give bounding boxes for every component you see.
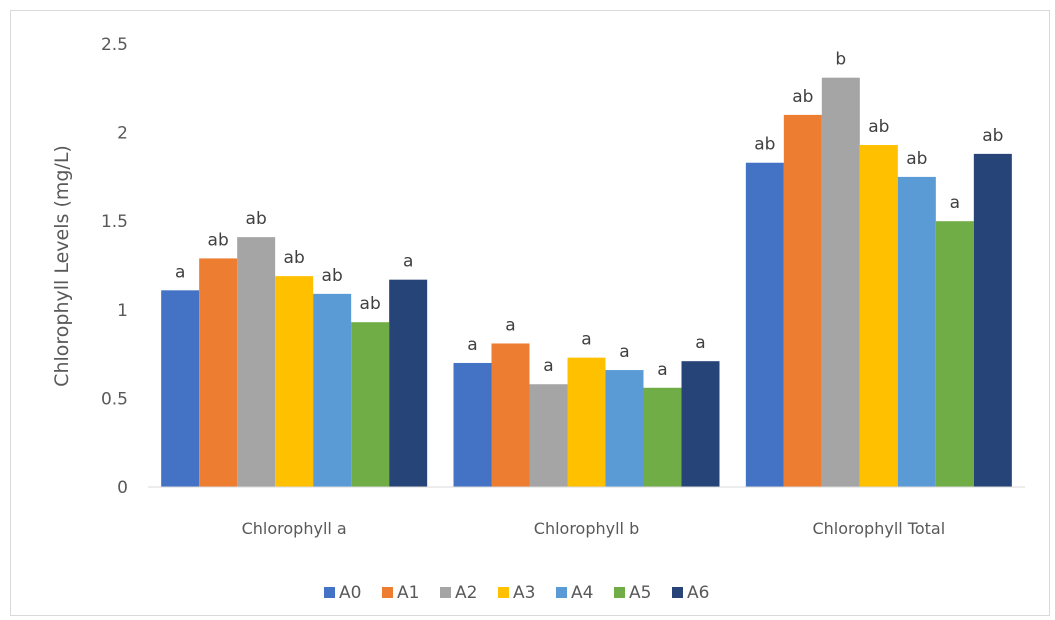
legend-swatch-a4: [556, 587, 567, 598]
legend-swatch-a5: [614, 587, 625, 598]
legend-swatch-a2: [440, 587, 451, 598]
data-label: a: [950, 193, 960, 213]
legend-swatch-a0: [324, 587, 335, 598]
x-axis-ticks: Chlorophyll a Chlorophyll b Chlorophyll To…: [242, 519, 946, 538]
bar-a4-1: [313, 293, 352, 487]
bar-a0-1: [161, 290, 200, 487]
data-label: a: [403, 252, 413, 272]
legend-label: A4: [571, 583, 593, 603]
bar-a1-2: [491, 343, 530, 487]
data-label: a: [657, 360, 667, 380]
data-label: ab: [322, 266, 343, 286]
data-label: a: [175, 262, 185, 282]
x-tick-label: Chlorophyll a: [242, 519, 347, 538]
y-tick-label: 2: [117, 124, 128, 144]
bar-a2-3: [821, 77, 860, 487]
data-label: ab: [284, 248, 305, 268]
data-label: a: [695, 333, 705, 353]
legend-swatch-a1: [382, 587, 393, 598]
y-axis-label: Chlorophyll Levels (mg/L): [51, 145, 73, 387]
bar-a4-3: [897, 176, 936, 487]
bar-a0-2: [453, 362, 492, 487]
bar-a2-2: [529, 384, 568, 487]
bar-a1-1: [199, 258, 238, 487]
data-label: ab: [982, 126, 1003, 146]
bar-a1-3: [783, 114, 822, 487]
data-label: a: [543, 356, 553, 376]
bar-a6-2: [681, 361, 720, 487]
bar-a3-2: [567, 357, 606, 487]
legend-label: A5: [629, 583, 651, 603]
bar-a6-1: [389, 279, 428, 487]
x-tick-label: Chlorophyll b: [534, 519, 639, 538]
bar-a5-2: [643, 387, 682, 487]
data-label: ab: [792, 87, 813, 107]
legend-label: A1: [397, 583, 419, 603]
y-tick-label: 2.5: [101, 35, 128, 55]
y-tick-label: 0: [117, 478, 128, 498]
legend-label: A2: [455, 583, 477, 603]
bar-a3-3: [859, 145, 898, 487]
legend: A0 A1 A2 A3 A4 A5 A6: [324, 583, 709, 603]
bar-a6-3: [973, 153, 1012, 487]
legend-label: A3: [513, 583, 535, 603]
bars: [161, 77, 1012, 487]
data-label: ab: [208, 230, 229, 250]
data-label: a: [619, 342, 629, 362]
data-label: ab: [360, 294, 381, 314]
data-label: a: [505, 315, 515, 335]
data-label: ab: [246, 209, 267, 229]
x-tick-label: Chlorophyll Total: [812, 519, 945, 538]
legend-label: A6: [687, 583, 709, 603]
data-label: ab: [754, 135, 775, 155]
y-tick-label: 1.5: [101, 212, 128, 232]
data-label: a: [581, 330, 591, 350]
data-label: b: [835, 50, 846, 70]
y-axis-ticks: 0 0.5 1 1.5 2 2.5: [101, 35, 128, 498]
data-label: ab: [906, 149, 927, 169]
y-tick-label: 0.5: [101, 389, 128, 409]
legend-swatch-a6: [672, 587, 683, 598]
legend-label: A0: [339, 583, 361, 603]
legend-swatch-a3: [498, 587, 509, 598]
bar-a5-3: [935, 221, 974, 487]
bar-a4-2: [605, 370, 644, 487]
y-tick-label: 1: [117, 301, 128, 321]
data-label: ab: [868, 117, 889, 137]
data-label: a: [467, 335, 477, 355]
bar-a0-3: [745, 162, 784, 487]
bar-a3-1: [275, 276, 314, 487]
bar-a2-1: [237, 237, 276, 487]
bar-a5-1: [351, 322, 390, 487]
